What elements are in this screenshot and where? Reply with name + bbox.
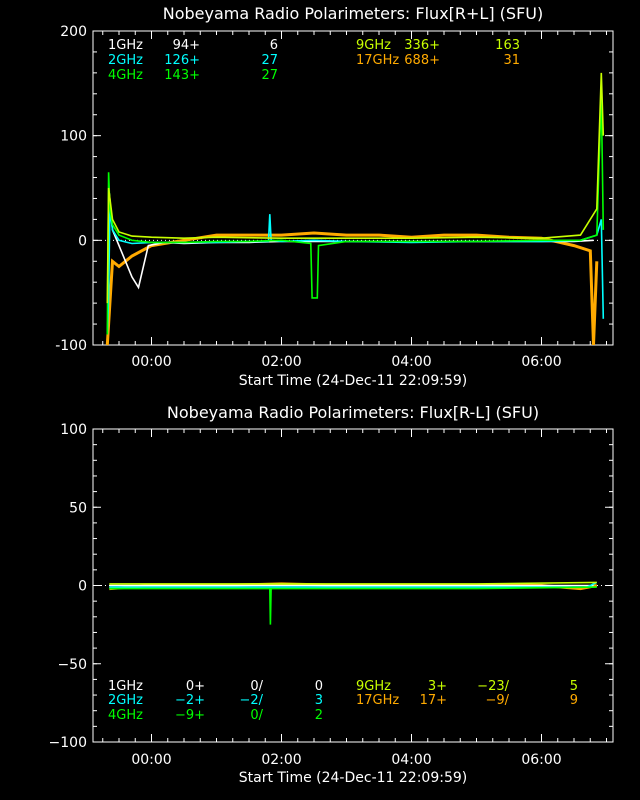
legend-cell: 2GHz: [108, 53, 143, 68]
legend-cell: 9GHz: [356, 38, 391, 53]
legend-cell: 163: [495, 38, 520, 53]
y-tick-label: −50: [57, 657, 87, 673]
legend-cell: 27: [261, 68, 278, 83]
legend-cell: 17GHz: [356, 693, 399, 708]
chart-title: Nobeyama Radio Polarimeters: Flux[R-L] (…: [167, 403, 539, 422]
y-tick-label: 100: [60, 422, 87, 438]
legend-cell: 9GHz: [356, 679, 391, 694]
legend-cell: 336+: [404, 38, 440, 53]
legend-cell: 4GHz: [108, 708, 143, 723]
legend-cell: −2/: [239, 693, 263, 708]
series-line-4GHz: [109, 586, 597, 625]
legend-cell: 0+: [186, 679, 205, 694]
plot-frame: [92, 30, 614, 346]
x-tick-label: 00:00: [131, 354, 171, 370]
y-tick-label: 100: [60, 129, 87, 145]
series-line-2GHz: [106, 208, 605, 335]
legend-cell: 6: [270, 38, 278, 53]
series-line-9GHz: [106, 72, 605, 304]
y-tick-label: 200: [60, 24, 87, 40]
series-line-9GHz: [109, 581, 597, 585]
y-tick-label: 0: [78, 233, 87, 249]
legend-cell: 1GHz: [108, 38, 143, 53]
legend-cell: 1GHz: [108, 679, 143, 694]
legend-cell: 2: [315, 708, 323, 723]
x-tick-label: 04:00: [391, 354, 431, 370]
legend-cell: −23/: [477, 679, 509, 694]
legend-cell: 126+: [164, 53, 200, 68]
legend-cell: 0/: [250, 708, 263, 723]
legend-cell: −9/: [485, 693, 509, 708]
x-tick-label: 00:00: [131, 752, 171, 768]
x-tick-label: 04:00: [391, 752, 431, 768]
legend-cell: 17GHz: [356, 53, 399, 68]
legend-cell: −2+: [175, 693, 205, 708]
series-line-17GHz: [105, 231, 599, 346]
legend-cell: 27: [261, 53, 278, 68]
legend-cell: 4GHz: [108, 68, 143, 83]
legend-cell: 2GHz: [108, 693, 143, 708]
legend-cell: 31: [503, 53, 520, 68]
x-tick-label: 02:00: [261, 752, 301, 768]
legend-cell: 17+: [420, 693, 447, 708]
y-tick-label: -100: [55, 338, 87, 354]
legend-cell: 9: [570, 693, 578, 708]
legend-cell: −9+: [175, 708, 205, 723]
x-tick-label: 06:00: [521, 752, 561, 768]
legend-cell: 143+: [164, 68, 200, 83]
y-tick-label: 50: [69, 500, 87, 516]
series-line-4GHz: [106, 93, 605, 335]
x-axis-label: Start Time (24-Dec-11 22:09:59): [239, 770, 467, 786]
legend-cell: 3: [315, 693, 323, 708]
y-tick-label: 0: [78, 579, 87, 595]
y-tick-label: −100: [49, 735, 87, 751]
legend-cell: 0: [315, 679, 323, 694]
x-axis-label: Start Time (24-Dec-11 22:09:59): [239, 373, 467, 389]
x-tick-label: 02:00: [261, 354, 301, 370]
legend-cell: 94+: [173, 38, 200, 53]
legend-cell: 3+: [428, 679, 447, 694]
legend-cell: 0/: [250, 679, 263, 694]
x-tick-label: 06:00: [521, 354, 561, 370]
legend-cell: 5: [570, 679, 578, 694]
chart-title: Nobeyama Radio Polarimeters: Flux[R+L] (…: [163, 4, 543, 23]
legend-cell: 688+: [404, 53, 440, 68]
